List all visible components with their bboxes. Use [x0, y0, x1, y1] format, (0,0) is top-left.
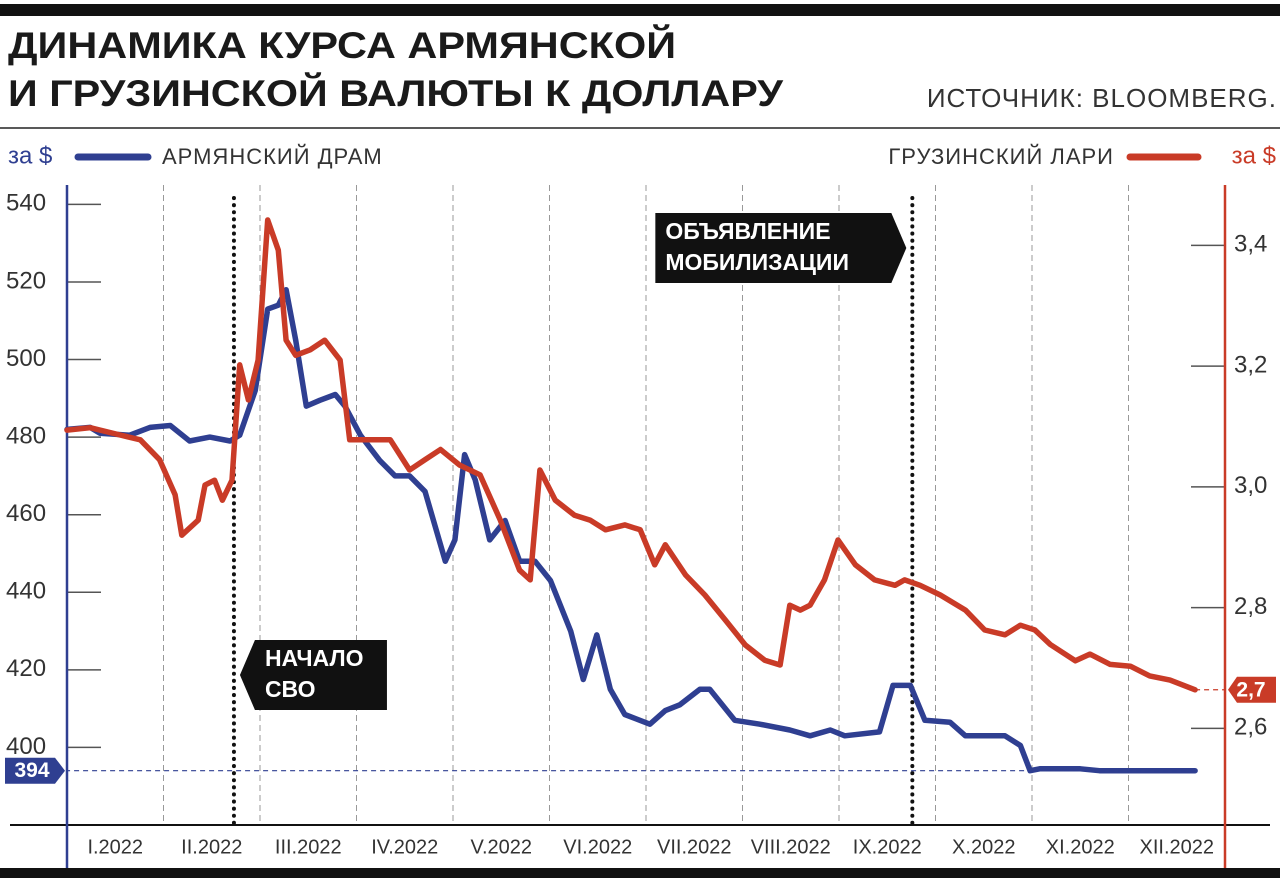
value-badge: [5, 757, 65, 784]
y2-tick-label: 2,6: [1234, 714, 1267, 741]
y-tick-label: 400: [6, 733, 46, 760]
chart-title: И ГРУЗИНСКОЙ ВАЛЮТЫ К ДОЛЛАРУ: [8, 72, 784, 114]
legend-label: ГРУЗИНСКИЙ ЛАРИ: [888, 144, 1114, 169]
legend-label: АРМЯНСКИЙ ДРАМ: [162, 144, 383, 169]
y-tick-label: 520: [6, 267, 46, 294]
y-tick-label: 440: [6, 578, 46, 605]
x-tick-label: VI.2022: [563, 836, 632, 858]
y2-tick-label: 2,8: [1234, 593, 1267, 620]
annotation-box: [239, 640, 387, 710]
x-tick-label: IV.2022: [371, 836, 438, 858]
y2-tick-label: 3,2: [1234, 351, 1267, 378]
annotation-text: ОБЪЯВЛЕНИЕ: [665, 218, 830, 244]
x-tick-label: II.2022: [181, 836, 242, 858]
chart-title: ДИНАМИКА КУРСА АРМЯНСКОЙ: [8, 24, 676, 66]
series-line: [64, 286, 1198, 774]
x-tick-label: III.2022: [275, 836, 342, 858]
y-tick-label: 420: [6, 655, 46, 682]
series-line: [64, 217, 1198, 693]
y2-tick-label: 3,4: [1234, 231, 1267, 258]
top-bar: [0, 4, 1280, 16]
y-tick-label: 500: [6, 345, 46, 372]
y-tick-label: 460: [6, 500, 46, 527]
annotation-box: [655, 213, 907, 283]
value-label: 394: [14, 759, 49, 782]
source: ИСТОЧНИК: BLOOMBERG.: [927, 83, 1277, 113]
x-tick-label: X.2022: [952, 836, 1015, 858]
y-tick-label: 540: [6, 190, 46, 217]
x-tick-label: XII.2022: [1139, 836, 1214, 858]
bottom-bar: [0, 868, 1280, 878]
annotation-text: МОБИЛИЗАЦИИ: [665, 249, 849, 275]
x-tick-label: XI.2022: [1046, 836, 1115, 858]
x-tick-label: IX.2022: [853, 836, 922, 858]
y-tick-label: 480: [6, 422, 46, 449]
y2-tick-label: 3,0: [1234, 472, 1267, 499]
value-label: 2,7: [1236, 678, 1265, 701]
x-tick-label: V.2022: [470, 836, 532, 858]
value-badge: [1228, 676, 1276, 703]
x-tick-label: VII.2022: [657, 836, 732, 858]
annotation-text: СВО: [265, 676, 316, 702]
x-tick-label: VIII.2022: [751, 836, 831, 858]
y-unit: за $: [8, 142, 52, 169]
x-tick-label: I.2022: [87, 836, 143, 858]
annotation-text: НАЧАЛО: [265, 645, 364, 671]
y2-unit: за $: [1232, 142, 1276, 169]
